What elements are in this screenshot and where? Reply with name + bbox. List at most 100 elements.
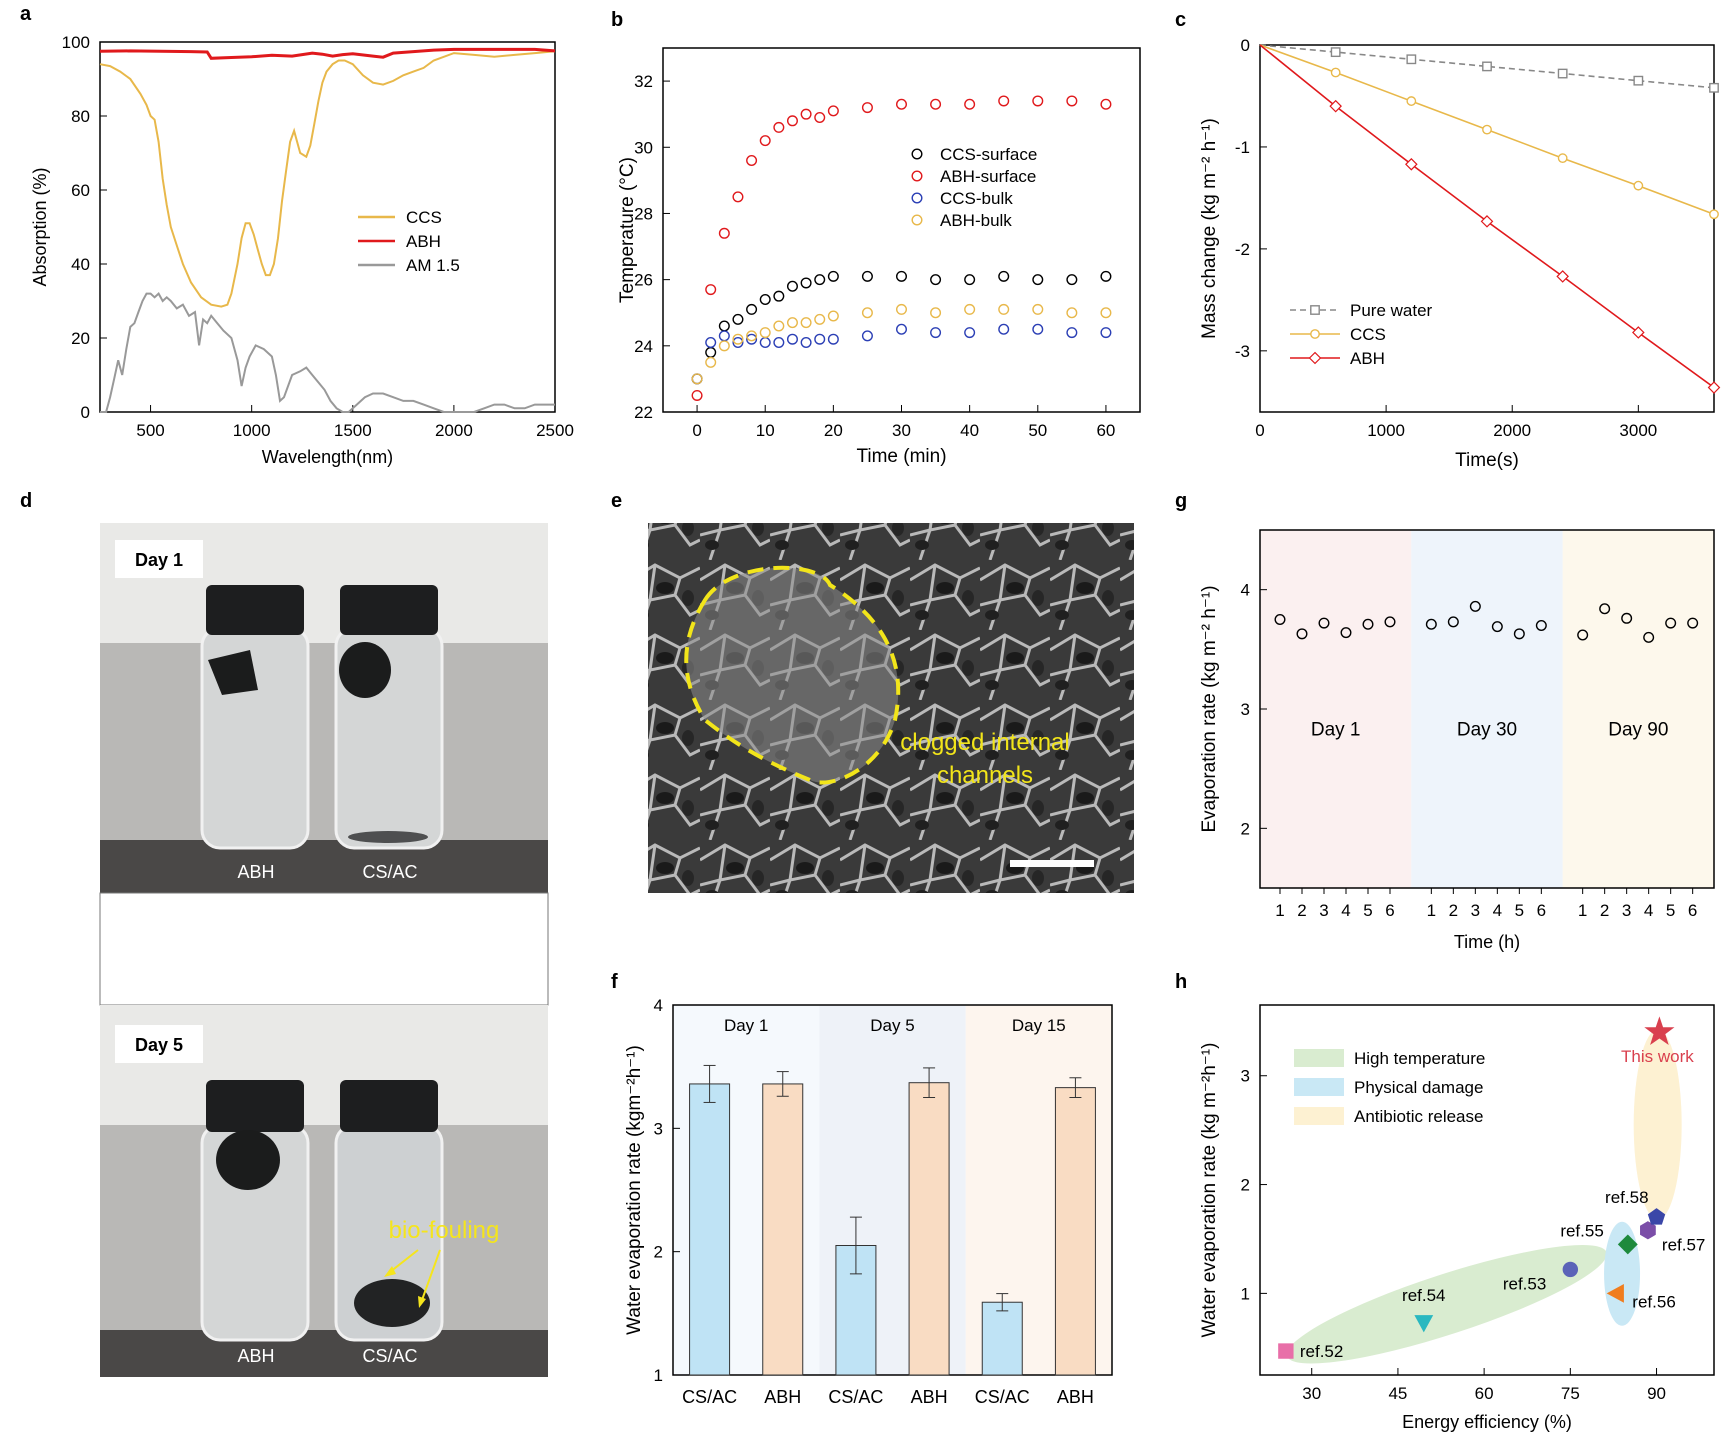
data-point-ccs-surface bbox=[1032, 274, 1044, 286]
data-point-g bbox=[1491, 621, 1503, 633]
data-point-abh-bulk bbox=[814, 313, 826, 325]
photo-day1-bench bbox=[100, 840, 548, 893]
data-point-abh-bulk bbox=[861, 307, 873, 319]
data-point-abh-surface bbox=[1066, 95, 1078, 107]
data-point-c bbox=[1557, 68, 1568, 79]
x-tick-label-g: 1 bbox=[1578, 901, 1587, 920]
chart-a-absorption: 500 1000 1500 2000 2500 0 20 40 60 80 100 Wavelengt… bbox=[30, 33, 574, 467]
y-tick-label-c: 0 bbox=[1241, 36, 1250, 55]
data-point-abh-surface bbox=[759, 135, 771, 147]
data-point-ref-55 bbox=[1617, 1234, 1638, 1255]
x-tick-label-b: 60 bbox=[1096, 421, 1115, 440]
data-point-abh-surface bbox=[814, 111, 826, 123]
x-tick-label-g: 5 bbox=[1666, 901, 1675, 920]
data-point-abh-bulk bbox=[1066, 307, 1078, 319]
biofouling-label: bio-fouling bbox=[389, 1217, 500, 1244]
legend-label-h: High temperature bbox=[1354, 1049, 1485, 1068]
y-tick-label-a: 60 bbox=[71, 181, 90, 200]
data-point-ccs-surface bbox=[746, 303, 758, 315]
data-point-g bbox=[1296, 628, 1308, 640]
data-point-abh-bulk bbox=[718, 340, 730, 352]
scale-bar bbox=[1010, 860, 1094, 867]
y-tick-label-c: -3 bbox=[1235, 342, 1250, 361]
y-tick-label-c: -2 bbox=[1235, 240, 1250, 259]
data-point-ccs-surface bbox=[1100, 270, 1112, 282]
data-point-ccs-bulk bbox=[998, 323, 1010, 335]
clogged-label-line1: clogged internal bbox=[900, 729, 1069, 756]
y-axis-label-b: Temperature (°C) bbox=[617, 157, 638, 303]
point-label-h: ref.57 bbox=[1662, 1235, 1705, 1254]
x-tick-label-f: ABH bbox=[1057, 1387, 1094, 1407]
x-tick-label-g: 6 bbox=[1688, 901, 1697, 920]
data-point-ccs-surface bbox=[827, 270, 839, 282]
group-band-g bbox=[1260, 530, 1412, 888]
y-tick-label-a: 0 bbox=[81, 403, 90, 422]
group-label-g: Day 1 bbox=[1311, 719, 1361, 740]
bar-abh-day-15 bbox=[1054, 1087, 1096, 1376]
biofouling-arrow-2 bbox=[421, 1249, 441, 1301]
data-point-c bbox=[1330, 47, 1341, 58]
x-tick-label-g: 1 bbox=[1427, 901, 1436, 920]
data-point-abh-surface bbox=[930, 98, 942, 110]
data-point-ccs-surface bbox=[773, 290, 785, 302]
data-point-ccs-surface bbox=[930, 274, 942, 286]
photo-vials: Day 1 ABH CS/AC Day 5 bio-fouling ABH CS… bbox=[99, 523, 549, 1377]
data-point-abh-surface bbox=[998, 95, 1010, 107]
data-point-abh-surface bbox=[705, 284, 717, 296]
x-tick-label-g: 6 bbox=[1385, 901, 1394, 920]
panel-letter-a: a bbox=[20, 3, 32, 25]
photo-day5-background bbox=[100, 1125, 548, 1330]
day-badge-bottom bbox=[115, 1025, 203, 1063]
point-label-h: ref.53 bbox=[1503, 1274, 1546, 1293]
y-tick-label-h: 1 bbox=[1241, 1284, 1250, 1303]
legend-label-h: Antibiotic release bbox=[1354, 1107, 1483, 1126]
data-point-ccs-bulk bbox=[786, 333, 798, 345]
legend-label-c: ABH bbox=[1350, 349, 1385, 368]
legend-marker-b bbox=[911, 170, 923, 182]
legend-label-a: CCS bbox=[406, 208, 442, 227]
data-point-c bbox=[1633, 180, 1644, 191]
y-axis-label-c: Mass change (kg m⁻² h⁻¹) bbox=[1199, 118, 1220, 339]
data-point-ccs-bulk bbox=[827, 333, 839, 345]
data-point-g bbox=[1469, 600, 1481, 612]
region-antibiotic-release bbox=[1633, 1029, 1682, 1220]
chart-c-mass-change: 0 1000 2000 3000 0 -1 -2 -3 Time(s) Mass change (… bbox=[1199, 36, 1721, 471]
data-point-ccs-bulk bbox=[930, 327, 942, 339]
legend-marker-b bbox=[911, 148, 923, 160]
biofouling-arrow-1 bbox=[389, 1249, 419, 1273]
data-point-ref-54 bbox=[1414, 1315, 1434, 1333]
y-tick-label-a: 40 bbox=[71, 255, 90, 274]
data-point-abh-surface bbox=[1100, 98, 1112, 110]
x-tick-label-g: 3 bbox=[1319, 901, 1328, 920]
x-tick-label-b: 0 bbox=[692, 421, 701, 440]
data-point-c bbox=[1556, 270, 1569, 283]
legend-label-b: ABH-surface bbox=[940, 167, 1036, 186]
x-tick-label-h: 45 bbox=[1388, 1384, 1407, 1403]
data-point-abh-bulk bbox=[827, 310, 839, 322]
legend-label-b: CCS-bulk bbox=[940, 189, 1013, 208]
point-label-h: ref.56 bbox=[1632, 1292, 1675, 1311]
x-tick-label-f: ABH bbox=[911, 1387, 948, 1407]
data-point-abh-surface bbox=[1032, 95, 1044, 107]
x-tick-label-g: 2 bbox=[1297, 901, 1306, 920]
legend-label-a: ABH bbox=[406, 232, 441, 251]
data-point-c bbox=[1632, 326, 1645, 339]
y-tick-label-a: 100 bbox=[62, 33, 90, 52]
data-point-g bbox=[1318, 617, 1330, 629]
x-tick-label-b: 50 bbox=[1028, 421, 1047, 440]
x-tick-label-g: 6 bbox=[1537, 901, 1546, 920]
x-tick-label-b: 40 bbox=[960, 421, 979, 440]
legend-marker-c bbox=[1310, 305, 1320, 315]
vial-cap-abh-day5 bbox=[206, 1080, 304, 1132]
biofouling-arrow-1-head bbox=[384, 1266, 396, 1277]
data-point-ccs-bulk bbox=[746, 333, 758, 345]
x-tick-label-g: 2 bbox=[1449, 901, 1458, 920]
data-point-ccs-surface bbox=[705, 346, 717, 358]
x-tick-label-g: 5 bbox=[1515, 901, 1524, 920]
data-point-ccs-surface bbox=[786, 280, 798, 292]
day-label-top: Day 1 bbox=[135, 550, 183, 570]
group-label-f: Day 5 bbox=[870, 1016, 914, 1035]
data-point-abh-surface bbox=[827, 105, 839, 117]
data-point-c bbox=[1482, 124, 1492, 135]
vial-cap-abh-day1 bbox=[206, 585, 304, 635]
